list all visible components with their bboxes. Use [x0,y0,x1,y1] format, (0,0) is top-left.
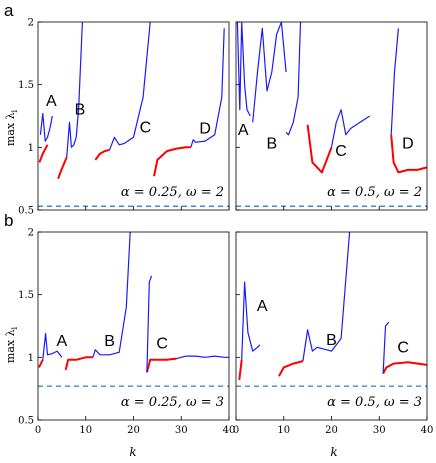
series-line-6 [146,275,153,373]
series-line-3 [278,360,304,377]
series-line-2 [42,332,63,360]
y-tick-label: 2 [28,18,34,29]
x-tick-label: 40 [421,425,434,436]
branch-label-c: C [335,143,347,160]
series-line-1 [38,144,49,163]
series-line-8 [190,28,225,148]
series-line-1 [236,22,251,117]
series-line-6 [109,22,151,151]
branch-label-a: A [46,93,57,110]
axes-frame [37,231,230,421]
y-tick-label: 1.5 [18,80,34,91]
row-label-b: b [4,211,13,230]
branch-label-d: D [402,136,414,153]
series-line-5 [94,148,110,161]
axes-frame [235,231,428,421]
x-axis-label-right: k [330,445,337,459]
branch-label-a: A [57,333,68,350]
series-line-6 [382,321,390,374]
series-line-4 [66,22,83,158]
y-tick-label: 0.5 [18,206,34,217]
series-line-7 [153,146,191,177]
axes-frame [235,21,428,211]
series-line-2 [39,112,53,142]
series-line-2 [252,22,287,123]
y-tick-label: 1.5 [18,290,34,301]
y-axis-label-bottom: max λi [4,326,19,363]
x-tick-label: 20 [325,425,338,436]
series-line-5 [382,361,427,375]
branch-label-a: A [257,298,268,315]
x-tick-label: 0 [35,425,41,436]
series-line-3 [57,157,68,180]
x-tick-label: 30 [373,425,386,436]
series-line-1 [238,359,243,381]
panel-2: AB C Dα = 0.5, ω = 2 [235,21,428,211]
x-tick-label: 40 [223,425,236,436]
branch-label-c: C [156,336,168,353]
series-line-3 [64,356,93,371]
branch-label-b: B [266,136,277,153]
y-axis-label-top: max λi [4,109,19,146]
panel-caption: α = 0.25, ω = 2 [121,185,224,200]
y-tick-label: 2 [28,228,34,239]
branch-label-c: C [140,119,152,136]
branch-label-d: D [199,121,211,138]
series-line-4 [92,232,131,358]
series-line-2 [241,281,261,360]
x-tick-label: 0 [233,425,239,436]
panel-caption: α = 0.5, ω = 2 [327,185,422,200]
series-line-4 [306,124,333,174]
panel-caption: α = 0.5, ω = 3 [327,395,422,410]
y-tick-label: 1 [28,353,34,364]
y-tick-label: 0.5 [18,416,34,427]
x-tick-label: 20 [127,425,140,436]
panel-3: 0 10 20 30 40 0.5 1 1.5 2 A B Cα = 0.25, ω = 3 b [4,211,235,436]
branch-label-b: B [75,102,86,119]
x-tick-label: 30 [175,425,188,436]
x-axis-label-left: k [129,445,136,459]
branch-label-b: B [326,332,337,349]
series-line-3 [285,22,302,136]
row-label-a: a [4,1,14,20]
series-line-6 [390,134,427,174]
axes-frame [37,21,230,211]
series-line-7 [390,28,399,135]
series-line-5 [330,109,371,148]
branch-label-a: A [238,122,249,139]
x-tick-label: 10 [277,425,290,436]
series-line-1 [38,359,44,368]
series-line-4 [302,232,351,362]
series-line-7 [176,355,229,360]
x-tick-label: 10 [79,425,92,436]
panel-caption: α = 0.25, ω = 3 [121,395,224,410]
series-line-5 [145,357,177,373]
branch-label-b: B [104,333,115,350]
panel-1: 0.5 1 1.5 2 A B C Dα = 0.25, ω = 2 a [4,1,230,217]
branch-label-c: C [397,339,409,356]
panel-4: 0 10 20 30 40 A B Cα = 0.5, ω = 3 [233,231,434,436]
y-tick-label: 1 [28,143,34,154]
